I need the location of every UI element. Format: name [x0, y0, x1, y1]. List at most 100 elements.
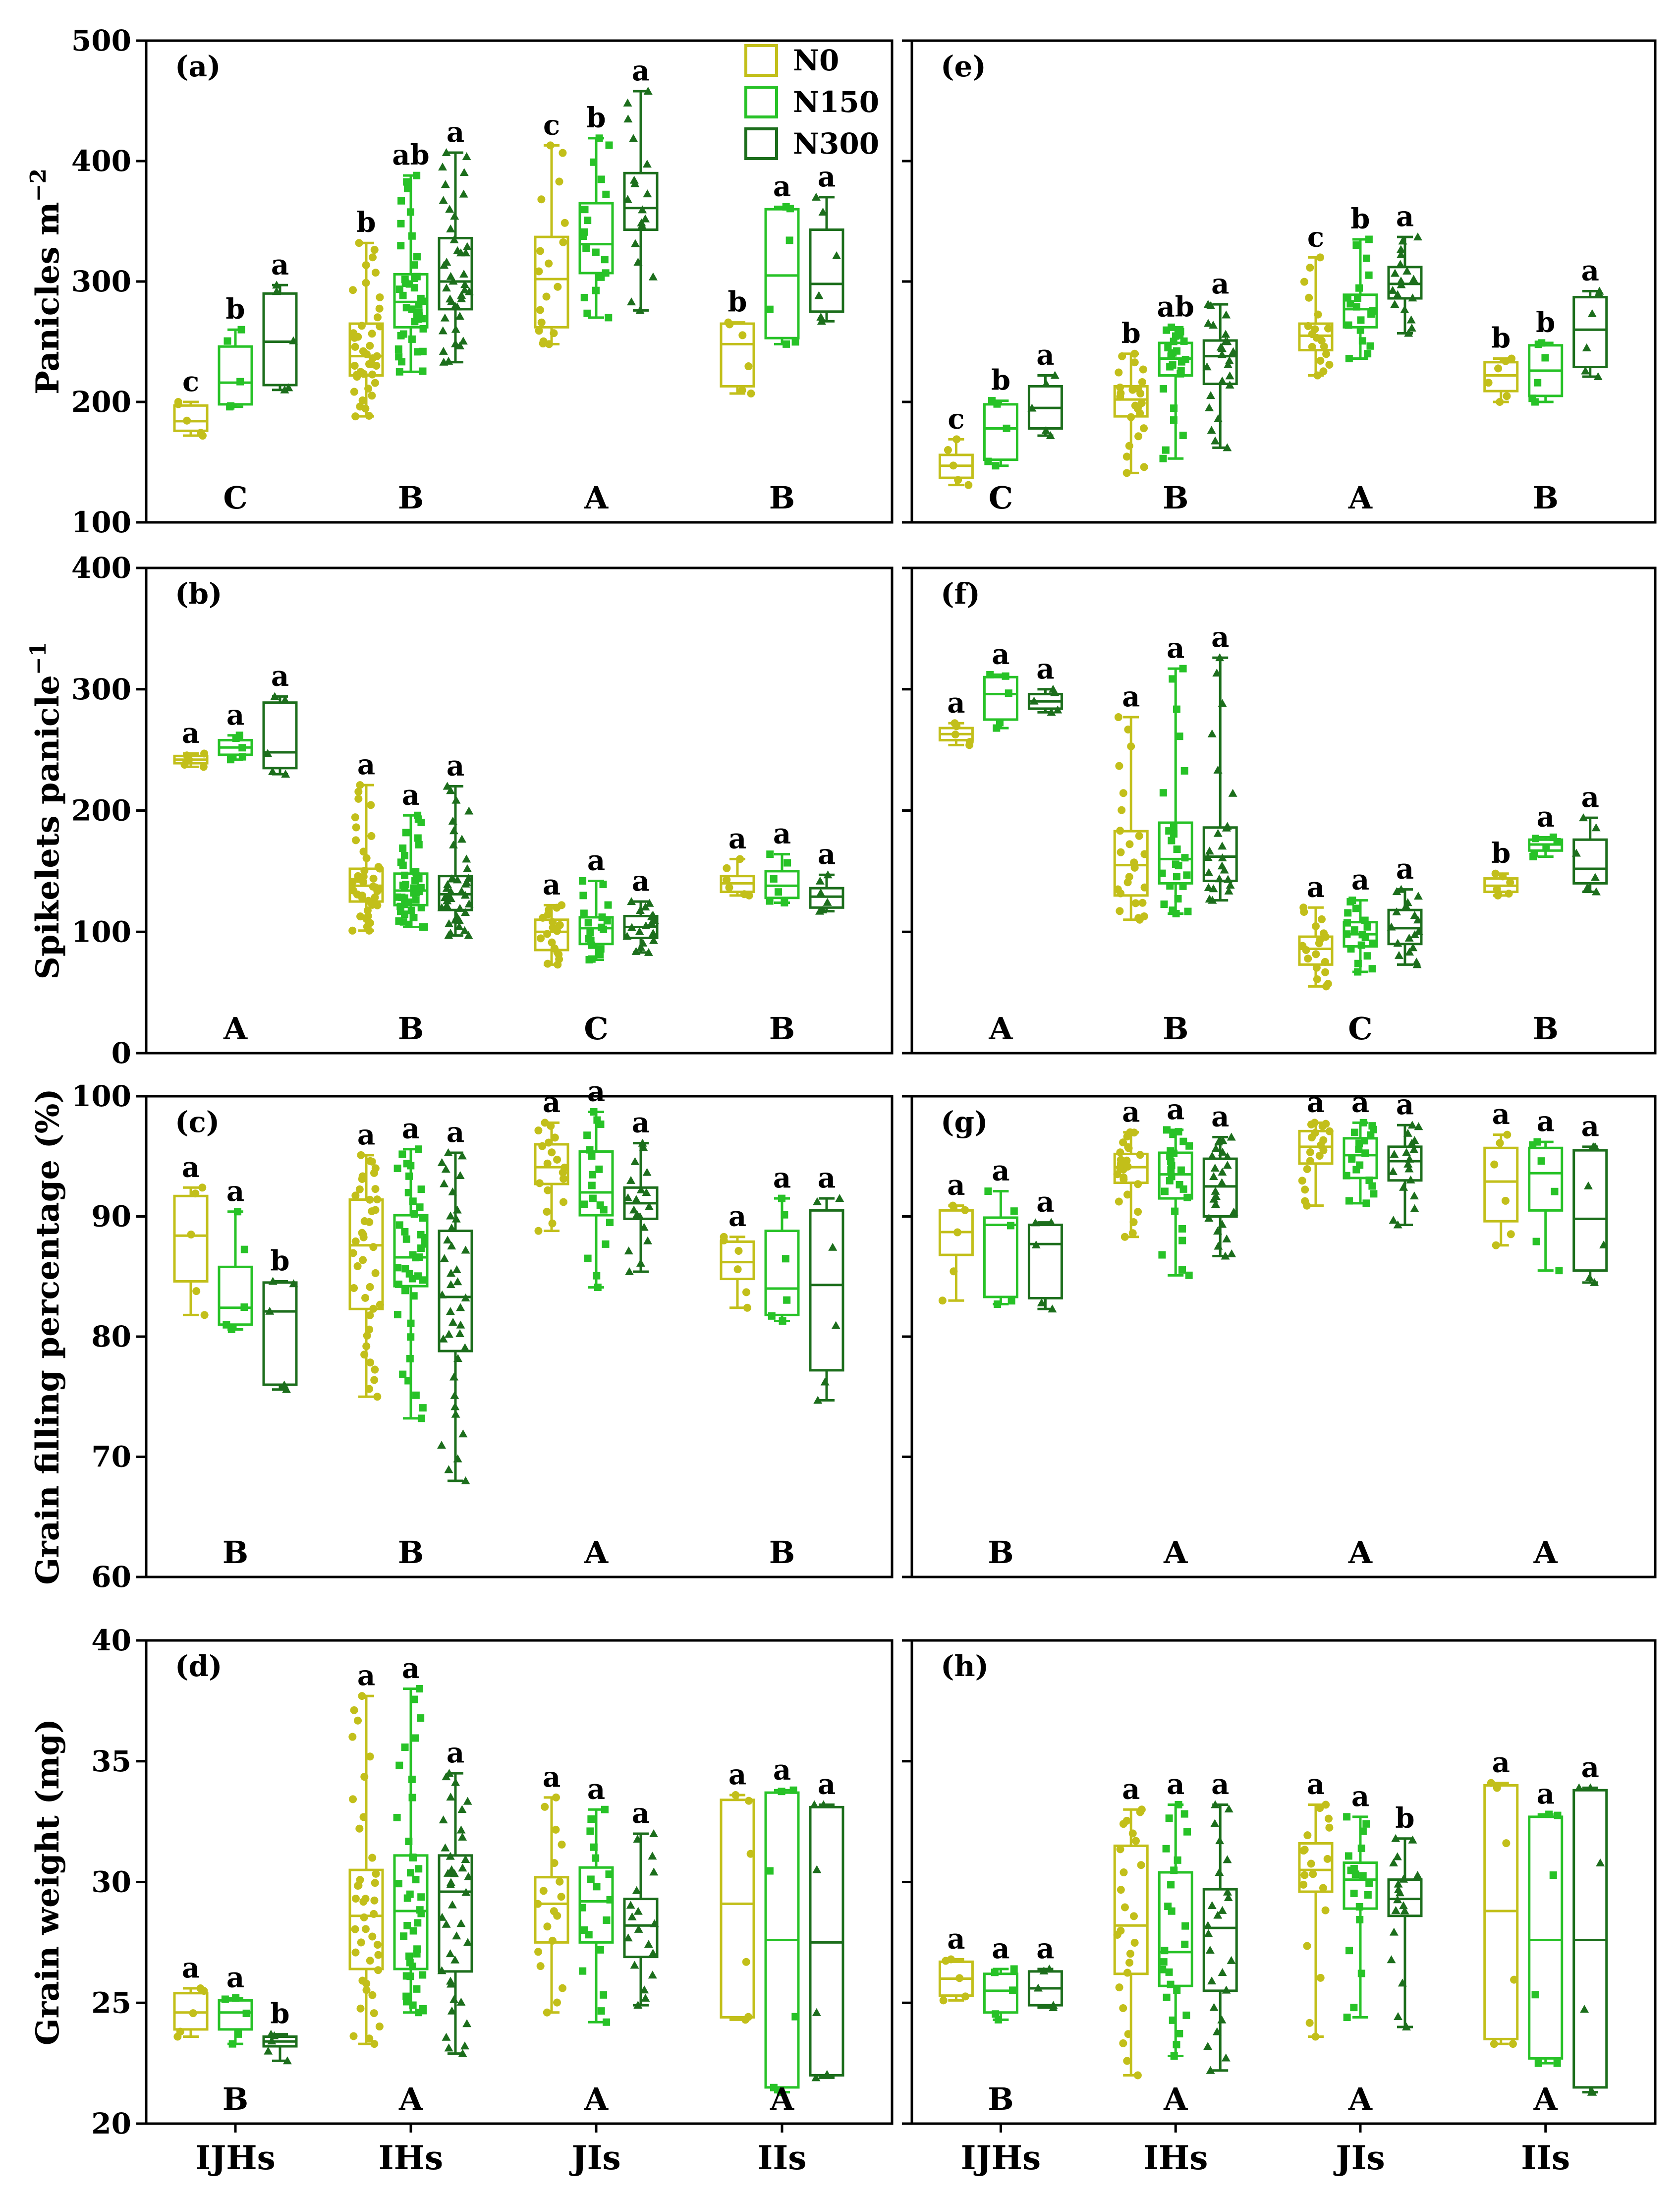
box-N0: a: [720, 1758, 755, 2024]
data-point: [779, 1317, 786, 1325]
data-point: [1490, 2040, 1498, 2048]
box-N0: a: [1113, 680, 1149, 924]
significance-letter: a: [1122, 680, 1140, 713]
box-N300: b: [262, 1998, 298, 2065]
data-point: [552, 1793, 560, 1801]
data-point: [1164, 343, 1172, 351]
data-point: [1409, 1191, 1419, 1200]
data-point: [234, 2030, 242, 2038]
data-point: [1183, 1828, 1191, 1836]
data-point: [627, 1912, 637, 1920]
data-point: [536, 306, 545, 314]
data-point: [1350, 926, 1358, 934]
data-point: [1116, 827, 1124, 835]
data-point: [282, 2056, 292, 2065]
data-point: [242, 2009, 250, 2017]
data-point: [448, 840, 458, 848]
data-point: [537, 934, 545, 943]
data-point: [1311, 325, 1319, 334]
significance-letter: a: [271, 248, 289, 281]
data-point: [1323, 1855, 1332, 1863]
data-point: [238, 744, 246, 752]
box-N300: a: [809, 1768, 844, 2081]
data-point: [1140, 912, 1148, 921]
box-N0: a: [720, 822, 755, 900]
data-point: [536, 247, 545, 255]
data-point: [783, 340, 790, 348]
data-point: [1119, 789, 1127, 797]
significance-letter: a: [632, 55, 650, 87]
data-point: [1180, 767, 1188, 775]
data-point: [374, 863, 383, 871]
data-point: [1005, 689, 1012, 697]
data-point: [586, 1827, 594, 1835]
data-point: [1171, 1207, 1179, 1215]
data-point: [1223, 822, 1232, 830]
data-point: [1218, 1147, 1228, 1156]
data-point: [782, 1255, 789, 1263]
box-N150: a: [218, 1175, 253, 1333]
data-point: [552, 1825, 560, 1834]
data-point: [783, 1296, 791, 1304]
data-point: [1127, 742, 1135, 750]
data-point: [1303, 1831, 1312, 1840]
box-N300: a: [1202, 1100, 1238, 1260]
significance-letter: a: [1396, 853, 1414, 886]
data-point: [1305, 293, 1313, 302]
significance-letter: a: [818, 1162, 836, 1194]
legend-label: N0: [793, 44, 839, 77]
group-letter: A: [1533, 2081, 1558, 2117]
data-point: [1169, 361, 1176, 369]
data-point: [644, 1202, 654, 1210]
data-point: [462, 864, 472, 872]
data-point: [1542, 844, 1550, 852]
data-point: [1130, 358, 1139, 367]
data-point: [1396, 250, 1405, 258]
data-point: [1163, 1993, 1171, 2001]
data-point: [351, 1925, 359, 1933]
data-point: [994, 1300, 1002, 1308]
data-point: [376, 322, 384, 331]
data-point: [1225, 356, 1234, 364]
data-point: [1134, 385, 1142, 393]
data-point: [835, 1194, 844, 1202]
data-point: [1398, 1978, 1407, 1987]
data-point: [453, 246, 462, 254]
y-tick-label: 300: [71, 673, 131, 706]
data-point: [1408, 1835, 1417, 1844]
data-point: [199, 763, 208, 771]
data-point: [623, 114, 633, 123]
data-point: [1390, 1150, 1399, 1158]
data-point: [629, 175, 639, 184]
data-point: [448, 277, 458, 285]
data-point: [453, 1354, 463, 1362]
data-point: [1178, 1266, 1186, 1274]
data-point: [1222, 1985, 1231, 1994]
data-point: [461, 1293, 470, 1301]
data-point: [364, 897, 373, 905]
data-point: [417, 903, 425, 911]
data-point: [449, 235, 459, 243]
data-point: [1312, 950, 1320, 958]
data-point: [720, 1236, 728, 1244]
data-point: [1129, 1218, 1138, 1226]
data-point: [791, 338, 799, 346]
significance-letter: b: [225, 293, 245, 326]
group-letter: B: [769, 480, 795, 516]
group-letter: A: [770, 2081, 794, 2117]
data-point: [1223, 337, 1232, 345]
data-point: [464, 287, 474, 295]
data-point: [447, 1241, 456, 1250]
significance-letter: a: [1167, 1768, 1184, 1801]
data-point: [1206, 391, 1216, 399]
significance-letter: a: [357, 748, 375, 781]
significance-letter: b: [270, 1244, 289, 1277]
data-point: [734, 1246, 743, 1255]
data-point: [464, 899, 474, 907]
data-point: [1496, 398, 1504, 406]
data-point: [359, 1256, 367, 1264]
data-point: [447, 1269, 456, 1277]
